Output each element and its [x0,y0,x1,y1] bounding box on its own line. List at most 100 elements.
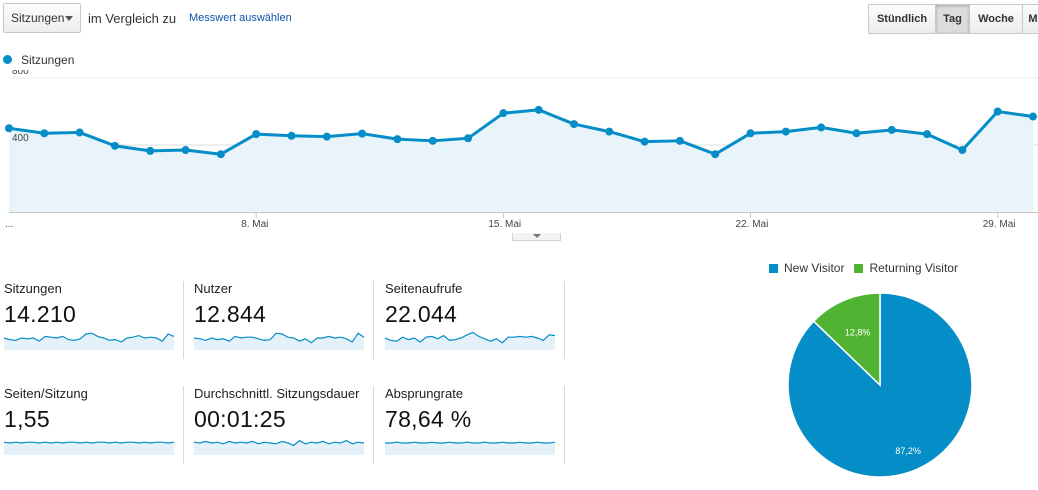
compare-label: im Vergleich zu [88,11,177,26]
scorecard-divider [373,281,374,359]
period-toggle-group: Stündlich Tag Woche M [868,4,1038,34]
y-tick-label: 800 [12,70,29,77]
scorecard-divider [183,281,184,359]
data-point[interactable] [110,141,119,150]
data-point[interactable] [817,123,826,132]
data-point[interactable] [464,134,473,143]
sparkline-area [4,442,174,455]
period-hourly-button[interactable]: Stündlich [868,4,936,34]
period-day-button[interactable]: Tag [935,4,970,34]
sparkline-area [385,332,555,350]
sparkline-area [385,442,555,455]
pie-legend-new-visitor[interactable]: New Visitor [784,261,845,275]
visitor-type-pie-chart: 87,2% 12,8% [787,292,973,478]
x-tick-label: 29. Mai [983,219,1016,230]
data-point[interactable] [958,146,967,155]
returning-visitor-swatch [854,263,864,273]
scorecard-value: 22.044 [385,301,458,327]
sparkline [194,439,364,455]
data-point[interactable] [887,125,896,134]
data-point[interactable] [852,129,861,138]
data-point[interactable] [1029,112,1037,121]
chart-collapse-handle[interactable] [512,233,561,241]
period-month-button[interactable]: M [1022,4,1038,34]
data-point[interactable] [711,150,720,159]
scorecard-value: 12.844 [194,301,267,327]
data-point[interactable] [781,127,790,136]
sessions-line-chart: 800 400... 8. Mai 15. Mai 22. Mai 29. Mai [5,70,1038,230]
data-point[interactable] [5,124,13,133]
pie-label-returning-visitor: 12,8% [845,328,871,338]
data-point[interactable] [181,146,190,155]
x-tick-label: 22. Mai [736,219,769,230]
scorecard-label: Absprungrate [385,386,464,401]
scorecard-divider [373,386,374,464]
sparkline [4,441,174,455]
scorecard-value: 1,55 [4,406,50,432]
pie-slice-returning-visitor[interactable] [812,292,881,387]
metric-select-value: Sitzungen [11,11,65,25]
chevron-down-icon [533,234,541,238]
metric-select[interactable]: Sitzungen [3,3,81,33]
sparkline-area [194,440,364,455]
sparkline-line [4,441,174,444]
data-point[interactable] [499,109,508,118]
period-week-button[interactable]: Woche [969,4,1023,34]
series-legend-label: Sitzungen [21,53,75,67]
data-point[interactable] [534,105,543,114]
scorecard-value: 14.210 [4,301,77,327]
sparkline-line [194,439,364,447]
sparkline-area [194,333,364,350]
select-metric-link[interactable]: Messwert auswählen [189,12,292,24]
scorecard-pages-per-session[interactable]: Seiten/Sitzung 1,55 [4,386,184,470]
sparkline-line [385,331,555,344]
sparkline-line [385,441,555,444]
data-point[interactable] [252,130,261,139]
data-point[interactable] [993,107,1002,116]
data-point[interactable] [40,129,49,138]
data-point[interactable] [428,136,437,145]
data-point[interactable] [287,131,296,140]
scorecard-label: Sitzungen [4,281,62,296]
sparkline-line [4,332,174,343]
scorecard-divider [564,386,565,464]
pie-label-new-visitor: 87,2% [895,446,921,456]
sparkline [385,441,555,455]
series-legend-dot [3,55,12,64]
data-point[interactable] [75,128,84,137]
sessions-area [9,109,1033,212]
x-tick-label: 15. Mai [488,219,521,230]
scorecard-bounce-rate[interactable]: Absprungrate 78,64 % [385,386,565,470]
x-tick-label: 8. Mai [241,219,268,230]
data-point[interactable] [569,120,578,129]
data-point[interactable] [322,132,331,141]
y-tick-label: 400 [12,133,29,144]
scorecard-value: 00:01:25 [194,406,286,432]
data-point[interactable] [393,135,402,144]
sparkline [385,331,555,350]
data-point[interactable] [746,129,755,138]
sparkline [4,332,174,350]
scorecard-label: Seiten/Sitzung [4,386,88,401]
chevron-down-icon [65,16,73,21]
pie-legend: New Visitor Returning Visitor [769,261,958,275]
scorecard-value: 78,64 % [385,406,472,432]
data-point[interactable] [675,136,684,145]
data-point[interactable] [640,137,649,146]
pie-legend-returning-visitor[interactable]: Returning Visitor [869,261,958,275]
data-point[interactable] [923,130,932,139]
sparkline [194,332,364,350]
scorecard-users[interactable]: Nutzer 12.844 [194,281,374,365]
scorecard-pageviews[interactable]: Seitenaufrufe 22.044 [385,281,565,365]
data-point[interactable] [216,150,225,159]
sparkline-line [194,332,364,344]
data-point[interactable] [358,129,367,138]
scorecard-label: Nutzer [194,281,233,296]
data-point[interactable] [605,127,614,136]
x-tick-label: ... [5,219,13,230]
scorecard-sessions[interactable]: Sitzungen 14.210 [4,281,184,365]
scorecard-divider [183,386,184,464]
data-point[interactable] [146,146,155,155]
scorecard-avg-session-duration[interactable]: Durchschnittl. Sitzungsdauer 00:01:25 [194,386,374,470]
new-visitor-swatch [769,263,778,273]
